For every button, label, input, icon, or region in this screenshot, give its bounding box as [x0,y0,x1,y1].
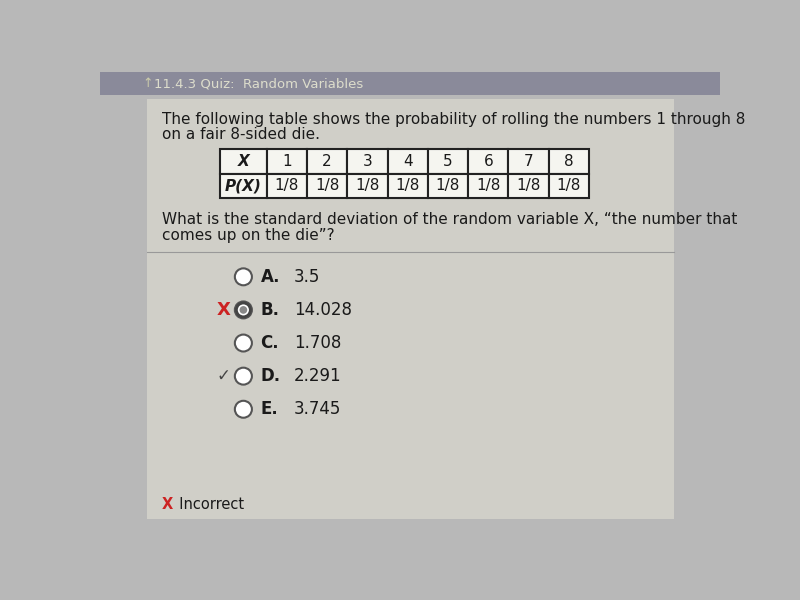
Circle shape [235,268,252,285]
Text: P(X): P(X) [225,178,262,193]
Circle shape [235,401,252,418]
Text: 1/8: 1/8 [315,178,339,193]
Text: 3: 3 [362,154,372,169]
Text: 4: 4 [403,154,413,169]
FancyBboxPatch shape [428,173,468,198]
Text: 2.291: 2.291 [294,367,342,385]
Circle shape [239,306,247,314]
Text: ✓: ✓ [216,367,230,385]
Text: 1/8: 1/8 [355,178,379,193]
Circle shape [235,368,252,385]
Text: on a fair 8-sided die.: on a fair 8-sided die. [162,127,320,142]
FancyBboxPatch shape [220,149,266,173]
Text: 1: 1 [282,154,291,169]
FancyBboxPatch shape [387,149,428,173]
FancyBboxPatch shape [307,149,347,173]
FancyBboxPatch shape [347,149,387,173]
Text: 14.028: 14.028 [294,301,352,319]
Text: ↑: ↑ [142,77,153,90]
Text: 5: 5 [443,154,453,169]
Text: 1/8: 1/8 [395,178,420,193]
Text: A.: A. [261,268,280,286]
FancyBboxPatch shape [509,149,549,173]
Text: 2: 2 [322,154,332,169]
Text: Incorrect: Incorrect [170,497,244,512]
FancyBboxPatch shape [549,149,589,173]
Text: 1/8: 1/8 [476,178,501,193]
Text: 8: 8 [564,154,574,169]
Text: 1/8: 1/8 [516,178,541,193]
Text: E.: E. [261,400,278,418]
Text: X: X [162,497,174,512]
Text: 1/8: 1/8 [557,178,581,193]
Text: C.: C. [261,334,279,352]
Text: D.: D. [261,367,281,385]
FancyBboxPatch shape [266,149,307,173]
Text: 3.745: 3.745 [294,400,341,418]
FancyBboxPatch shape [468,173,509,198]
Text: X: X [238,154,250,169]
Text: B.: B. [261,301,279,319]
FancyBboxPatch shape [100,72,720,95]
FancyBboxPatch shape [387,173,428,198]
Text: 6: 6 [483,154,493,169]
Text: 1.708: 1.708 [294,334,341,352]
FancyBboxPatch shape [509,173,549,198]
Text: 1/8: 1/8 [274,178,299,193]
Text: 1/8: 1/8 [436,178,460,193]
Text: comes up on the die”?: comes up on the die”? [162,227,334,242]
FancyBboxPatch shape [146,99,674,518]
Text: 3.5: 3.5 [294,268,320,286]
Text: 11.4.3 Quiz:  Random Variables: 11.4.3 Quiz: Random Variables [154,77,363,90]
Text: What is the standard deviation of the random variable X, “the number that: What is the standard deviation of the ra… [162,212,738,227]
Circle shape [235,301,252,319]
FancyBboxPatch shape [347,173,387,198]
Circle shape [235,335,252,352]
FancyBboxPatch shape [549,173,589,198]
Text: The following table shows the probability of rolling the numbers 1 through 8: The following table shows the probabilit… [162,112,746,127]
FancyBboxPatch shape [220,173,266,198]
FancyBboxPatch shape [428,149,468,173]
FancyBboxPatch shape [307,173,347,198]
FancyBboxPatch shape [468,149,509,173]
FancyBboxPatch shape [266,173,307,198]
Text: 7: 7 [524,154,534,169]
Text: X: X [216,301,230,319]
